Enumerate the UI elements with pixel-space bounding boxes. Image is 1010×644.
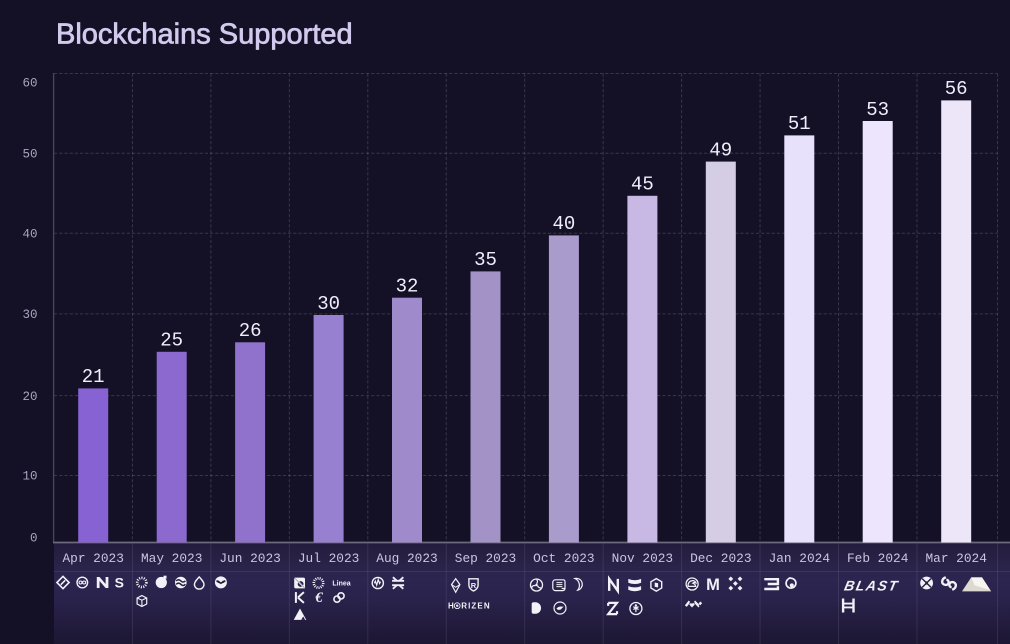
svg-text:20: 20 <box>22 390 37 404</box>
svg-text:21: 21 <box>82 366 105 388</box>
svg-text:25: 25 <box>160 330 183 352</box>
svg-text:51: 51 <box>788 113 811 135</box>
svg-text:Nov 2023: Nov 2023 <box>612 551 673 566</box>
svg-text:53: 53 <box>866 99 889 121</box>
svg-text:Mar 2024: Mar 2024 <box>925 551 987 566</box>
svg-text:10: 10 <box>22 470 37 484</box>
svg-text:Aug 2023: Aug 2023 <box>376 551 437 566</box>
svg-text:30: 30 <box>317 293 340 315</box>
svg-text:Apr 2023: Apr 2023 <box>62 551 123 566</box>
svg-text:Feb 2024: Feb 2024 <box>847 551 909 566</box>
svg-text:Jul 2023: Jul 2023 <box>298 551 359 566</box>
svg-text:H: H <box>448 602 455 611</box>
svg-text:56: 56 <box>945 78 968 100</box>
svg-text:Jan 2024: Jan 2024 <box>769 551 831 566</box>
svg-text:RIZEN: RIZEN <box>461 602 491 611</box>
svg-text:Sep 2023: Sep 2023 <box>455 551 516 566</box>
svg-text:Blockchains Supported: Blockchains Supported <box>56 19 353 51</box>
svg-text:S: S <box>115 575 124 591</box>
svg-text:40: 40 <box>552 213 575 235</box>
svg-text:R: R <box>471 581 477 590</box>
svg-text:60: 60 <box>22 77 37 91</box>
svg-text:32: 32 <box>396 276 419 298</box>
svg-text:0: 0 <box>30 532 38 546</box>
svg-text:50: 50 <box>22 148 37 162</box>
svg-text:€: € <box>314 590 323 606</box>
svg-text:Jun 2023: Jun 2023 <box>219 551 280 566</box>
svg-text:49: 49 <box>709 139 732 161</box>
svg-text:26: 26 <box>239 320 262 342</box>
svg-text:35: 35 <box>474 249 497 271</box>
svg-text:May 2023: May 2023 <box>141 551 202 566</box>
svg-text:M: M <box>706 576 720 594</box>
svg-text:Linea: Linea <box>332 581 350 588</box>
svg-text:30: 30 <box>22 308 37 322</box>
svg-text:45: 45 <box>631 174 654 196</box>
svg-text:40: 40 <box>22 228 37 242</box>
svg-text:BLAST: BLAST <box>843 577 900 593</box>
svg-text:Oct 2023: Oct 2023 <box>533 551 594 566</box>
svg-text:Dec 2023: Dec 2023 <box>690 551 751 566</box>
